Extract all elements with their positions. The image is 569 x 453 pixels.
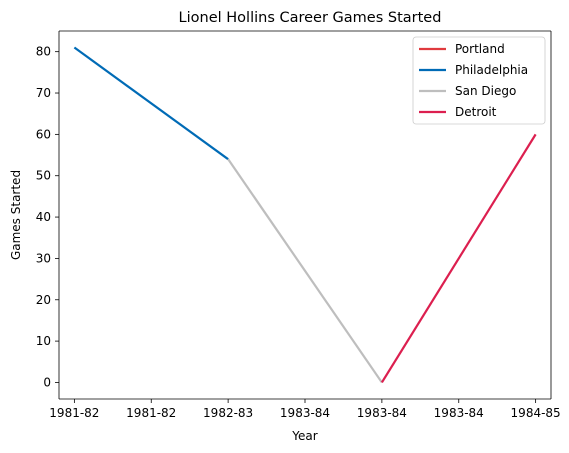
legend-box xyxy=(412,36,546,125)
x-axis-label: Year xyxy=(291,429,317,443)
x-tick-label: 1981-82 xyxy=(126,406,176,420)
y-tick-label: 50 xyxy=(36,169,51,183)
y-tick-label: 70 xyxy=(36,86,51,100)
x-tick-label: 1984-85 xyxy=(511,406,561,420)
x-tick-label: 1983-84 xyxy=(357,406,407,420)
legend-label-philadelphia: Philadelphia xyxy=(455,63,528,77)
x-tick-label: 1982-83 xyxy=(203,406,253,420)
y-tick-label: 10 xyxy=(36,334,51,348)
legend-label-san-diego: San Diego xyxy=(455,84,516,98)
chart-title: Lionel Hollins Career Games Started xyxy=(179,10,442,26)
y-tick-label: 40 xyxy=(36,210,51,224)
y-tick-label: 0 xyxy=(43,375,51,389)
y-tick-label: 60 xyxy=(36,127,51,141)
x-tick-label: 1983-84 xyxy=(280,406,330,420)
legend-items: Portland Philadelphia San Diego Detroit xyxy=(419,42,528,119)
y-axis-ticks: 0 10 20 30 40 50 60 70 80 xyxy=(36,45,59,389)
x-axis-ticks: 1981-82 1981-82 1982-83 1983-84 1983-84 1983-… xyxy=(49,399,561,420)
legend-label-detroit: Detroit xyxy=(455,105,497,119)
series-line-detroit xyxy=(380,133,537,384)
legend-label-portland: Portland xyxy=(455,42,505,56)
x-tick-label: 1981-82 xyxy=(49,406,99,420)
y-tick-label: 20 xyxy=(36,293,51,307)
series-line-philadelphia xyxy=(73,46,229,161)
series-line-san-diego xyxy=(227,158,383,384)
legend: Portland Philadelphia San Diego Detroit xyxy=(412,36,546,125)
y-axis-label: Games Started xyxy=(9,170,23,260)
y-tick-label: 80 xyxy=(36,45,51,59)
y-tick-label: 30 xyxy=(36,251,51,265)
series-layer xyxy=(73,46,537,384)
x-tick-label: 1983-84 xyxy=(434,406,484,420)
